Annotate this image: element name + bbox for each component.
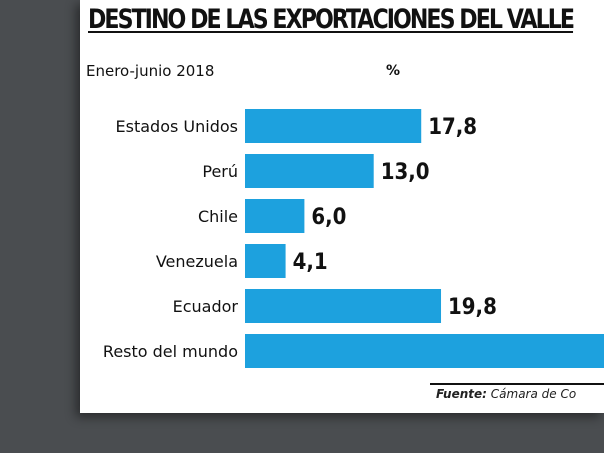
bar-chart: Estados Unidos 17,8 Perú 13,0 Chile 6,0 Venezu… (103, 109, 604, 368)
category-label: Resto del mundo (103, 342, 238, 361)
category-label: Perú (202, 162, 238, 181)
value-label: 6,0 (311, 205, 346, 230)
value-label: 4,1 (293, 250, 328, 275)
unit-label: % (386, 63, 401, 79)
source-key: Fuente: (436, 387, 487, 401)
bar (245, 154, 374, 188)
category-label: Chile (198, 207, 238, 226)
chart-card: DESTINO DE LAS EXPORTACIONES DEL VALLE E… (80, 0, 604, 413)
bar (245, 109, 422, 143)
value-label: 13,0 (381, 160, 430, 185)
bar (245, 334, 604, 368)
source-text: Cámara de Co (490, 387, 577, 401)
category-label: Venezuela (156, 252, 238, 271)
value-label: 19,8 (448, 295, 497, 320)
chart-title: DESTINO DE LAS EXPORTACIONES DEL VALLE (88, 4, 575, 35)
bar (245, 199, 305, 233)
source-rule (430, 383, 604, 385)
bar (245, 289, 442, 323)
chart-subtitle: Enero-junio 2018 (86, 62, 215, 80)
value-label: 17,8 (428, 115, 477, 140)
source-note: Fuente: Cámara de Co (436, 387, 576, 401)
category-label: Ecuador (173, 297, 239, 316)
bar (245, 244, 286, 278)
category-label: Estados Unidos (116, 117, 238, 136)
